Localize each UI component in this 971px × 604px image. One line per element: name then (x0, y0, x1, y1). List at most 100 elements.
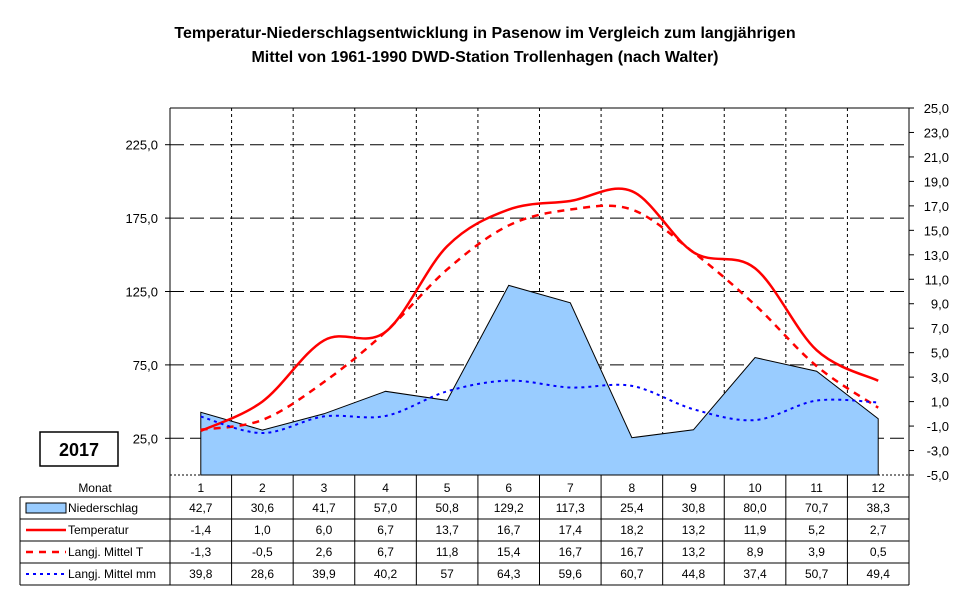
right-tick-label: -5,0 (927, 468, 949, 483)
legend-label: Langj. Mittel mm (68, 567, 156, 581)
data-cell: -0,5 (252, 545, 273, 559)
data-cell: 2,7 (870, 523, 887, 537)
right-tick-label: 5,0 (931, 346, 949, 361)
data-cell: 42,7 (189, 501, 213, 515)
data-cell: 41,7 (312, 501, 336, 515)
data-cell: 39,9 (312, 567, 336, 581)
data-cell: 6,7 (377, 523, 394, 537)
right-tick-label: 7,0 (931, 321, 949, 336)
data-cell: 1,0 (254, 523, 271, 537)
legend-swatch-area (25, 502, 67, 514)
series-line-2 (200, 204, 879, 431)
right-tick-label: 17,0 (924, 199, 949, 214)
data-cell: 49,4 (867, 567, 891, 581)
data-cell: 6,7 (377, 545, 394, 559)
month-label: 8 (629, 481, 636, 495)
data-cell: 8,9 (747, 545, 764, 559)
data-cell: 59,6 (559, 567, 583, 581)
data-cell: 17,4 (559, 523, 583, 537)
data-cell: 57 (440, 567, 454, 581)
data-cell: 64,3 (497, 567, 521, 581)
series-line-1 (200, 187, 879, 433)
series-line-3 (200, 379, 879, 435)
month-label: 6 (505, 481, 512, 495)
chart-title-line1: Temperatur-Niederschlagsentwicklung in P… (174, 25, 795, 42)
table-header-label: Monat (78, 481, 112, 495)
data-cell: 18,2 (620, 523, 644, 537)
data-cell: 5,2 (808, 523, 825, 537)
month-label: 2 (259, 481, 266, 495)
data-cell: 37,4 (743, 567, 767, 581)
left-tick-label: 75,0 (133, 358, 158, 373)
right-tick-label: 21,0 (924, 150, 949, 165)
data-cell: 50,8 (435, 501, 459, 515)
data-cell: 16,7 (497, 523, 521, 537)
right-tick-label: 3,0 (931, 370, 949, 385)
right-tick-label: 1,0 (931, 395, 949, 410)
data-cell: 16,7 (559, 545, 583, 559)
month-label: 5 (444, 481, 451, 495)
data-cell: 40,2 (374, 567, 398, 581)
right-tick-label: 11,0 (925, 272, 949, 287)
data-cell: 11,9 (744, 523, 767, 537)
right-tick-label: 9,0 (931, 297, 949, 312)
data-cell: 0,5 (870, 545, 887, 559)
precipitation-area-path (200, 284, 879, 476)
right-tick-label: 19,0 (924, 174, 949, 189)
series-lines (200, 187, 879, 435)
data-cell: 57,0 (374, 501, 398, 515)
legend-label: Niederschlag (68, 501, 138, 515)
month-label: 9 (690, 481, 697, 495)
month-label: 4 (382, 481, 389, 495)
data-cell: 13,7 (435, 523, 459, 537)
chart-title-line2: Mittel von 1961-1990 DWD-Station Trollen… (251, 49, 718, 66)
data-cell: 13,2 (682, 523, 706, 537)
data-cell: 3,9 (808, 545, 825, 559)
data-cell: 50,7 (805, 567, 829, 581)
month-label: 3 (321, 481, 328, 495)
data-cell: 39,8 (189, 567, 213, 581)
month-label: 12 (872, 481, 886, 495)
right-tick-label: -3,0 (927, 444, 949, 459)
data-cell: 30,8 (682, 501, 706, 515)
data-cell: 70,7 (805, 501, 829, 515)
left-tick-label: 175,0 (125, 211, 158, 226)
month-label: 11 (810, 481, 823, 495)
data-cell: 6,0 (316, 523, 333, 537)
year-label: 2017 (59, 440, 99, 460)
data-cell: 44,8 (682, 567, 706, 581)
data-cell: 28,6 (251, 567, 275, 581)
axes: 225,0 175,0 125,0 75,0 25,0 25,0 23,0 21,0 19,0 1… (125, 101, 949, 483)
data-cell: 25,4 (620, 501, 644, 515)
left-tick-label: 225,0 (125, 138, 158, 153)
month-label: 10 (748, 481, 762, 495)
right-tick-label: 15,0 (924, 223, 949, 238)
left-tick-label: 25,0 (133, 431, 158, 446)
precipitation-area (200, 284, 879, 476)
data-cell: 30,6 (251, 501, 275, 515)
data-cell: 129,2 (494, 501, 524, 515)
right-tick-label: 25,0 (924, 101, 949, 116)
year-box: 2017 (39, 431, 119, 467)
month-label: 1 (197, 481, 204, 495)
data-cell: 80,0 (743, 501, 767, 515)
data-cell: 13,2 (682, 545, 706, 559)
right-tick-label: 23,0 (924, 125, 949, 140)
data-cell: 16,7 (620, 545, 644, 559)
data-cell: 117,3 (556, 501, 585, 515)
data-cell: 15,4 (497, 545, 521, 559)
legend-label: Langj. Mittel T (68, 545, 144, 559)
data-cell: 11,8 (436, 545, 459, 559)
data-cell: -1,3 (190, 545, 211, 559)
data-cell: -1,4 (190, 523, 211, 537)
left-tick-label: 125,0 (125, 285, 158, 300)
data-cell: 60,7 (620, 567, 644, 581)
data-cell: 38,3 (867, 501, 891, 515)
right-tick-label: 13,0 (924, 248, 949, 263)
legend-label: Temperatur (68, 523, 129, 537)
month-label: 7 (567, 481, 574, 495)
data-cell: 2,6 (316, 545, 333, 559)
right-tick-label: -1,0 (927, 419, 949, 434)
